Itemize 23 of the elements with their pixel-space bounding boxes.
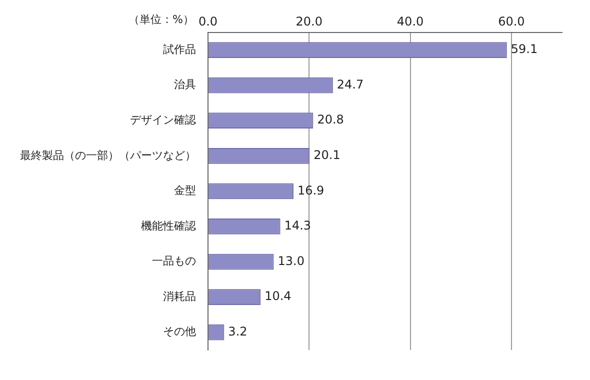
y-tick-label: 最終製品（の一部）（パーツなど） xyxy=(20,148,196,162)
x-tick-label: 20.0 xyxy=(296,14,322,28)
data-label: 16.9 xyxy=(297,183,324,198)
x-tick-label: 0.0 xyxy=(198,14,218,28)
y-tick-label: 一品もの xyxy=(152,254,196,268)
data-label: 3.2 xyxy=(228,324,248,338)
y-tick-label: 金型 xyxy=(174,184,196,198)
x-tick-label: 40.0 xyxy=(396,14,424,28)
x-tick-label: 60.0 xyxy=(498,14,525,28)
y-tick-label: デザイン確認 xyxy=(130,113,196,126)
y-tick-label: 機能性確認 xyxy=(141,219,196,232)
data-label: 20.8 xyxy=(317,112,344,127)
data-label: 24.7 xyxy=(336,77,364,92)
data-label: 13.0 xyxy=(278,254,304,268)
data-label: 20.1 xyxy=(314,148,340,162)
data-label: 10.4 xyxy=(264,289,292,304)
y-tick-label: その他 xyxy=(163,325,196,338)
data-label: 14.3 xyxy=(284,218,312,233)
data-label: 59.1 xyxy=(510,42,538,56)
y-tick-label: 消耗品 xyxy=(163,290,196,303)
y-tick-label: 試作品 xyxy=(163,42,196,56)
y-tick-label: 治具 xyxy=(174,78,196,92)
x-axis-title: （単位：%） xyxy=(128,13,194,26)
